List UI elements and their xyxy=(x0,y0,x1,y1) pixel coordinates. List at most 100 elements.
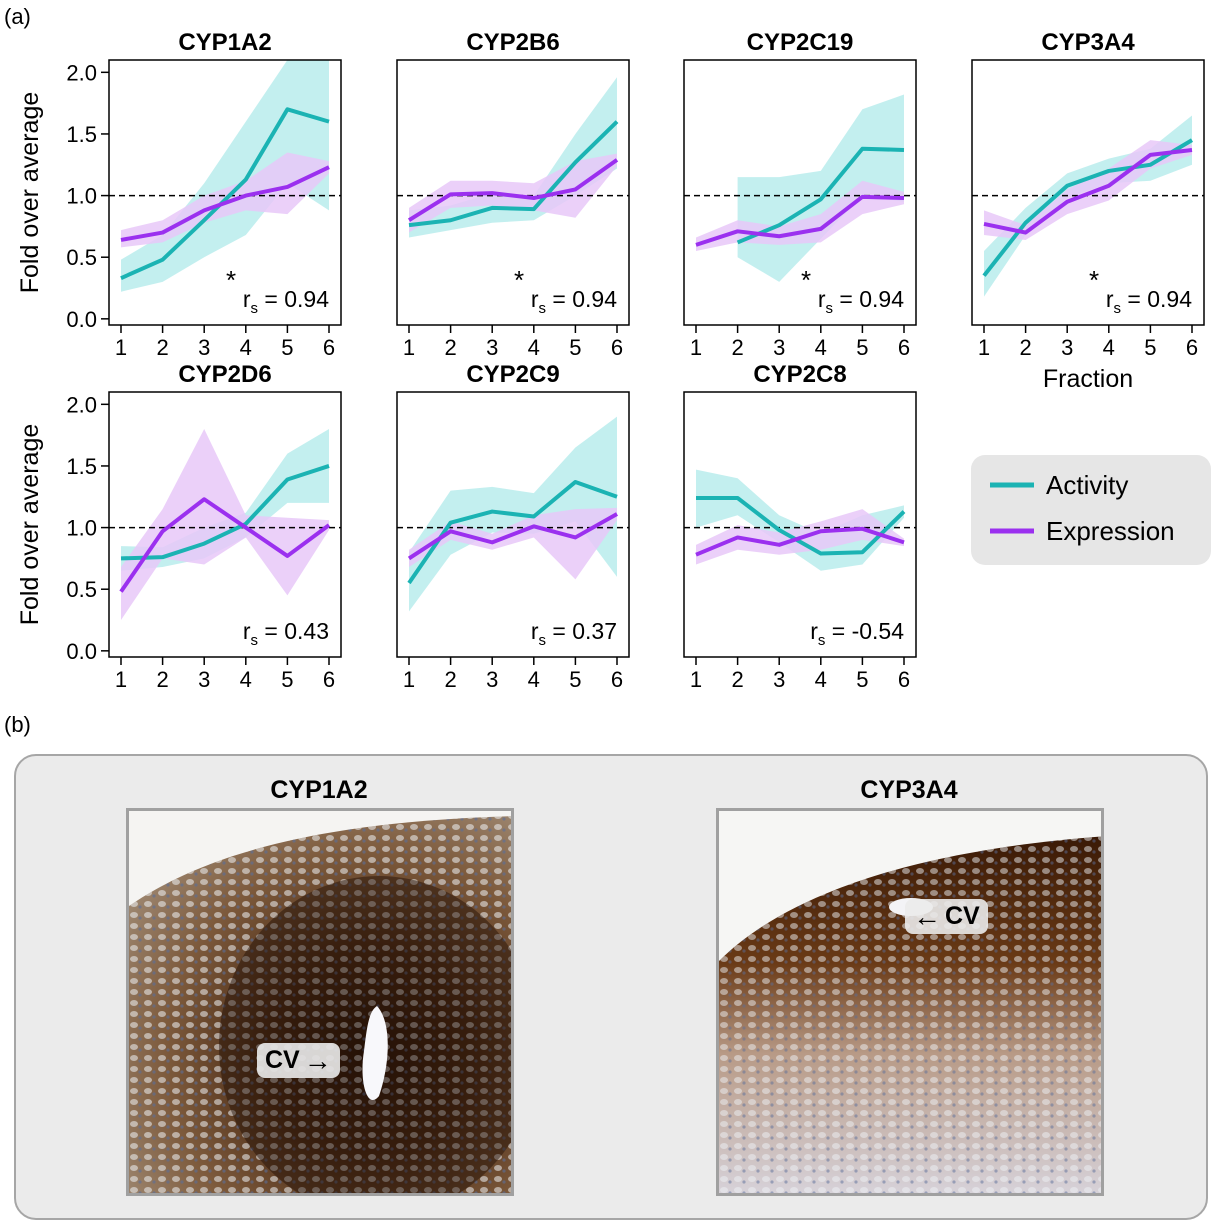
significance-star: * xyxy=(514,265,524,295)
expression-line xyxy=(983,147,1193,235)
x-tick-label: 5 xyxy=(281,667,293,692)
micrograph-left-image xyxy=(129,811,511,1193)
x-tick-label: 6 xyxy=(898,335,910,360)
left-arrow-icon: ← xyxy=(913,900,941,932)
cv-label-left: CV → xyxy=(257,1043,340,1078)
expression-line xyxy=(407,512,618,561)
x-tick-label: 5 xyxy=(856,667,868,692)
right-arrow-icon: → xyxy=(303,1044,332,1076)
y-tick-label: 0.5 xyxy=(66,577,97,602)
plot-frame xyxy=(971,59,1205,326)
micrograph-title-left: CYP1A2 xyxy=(270,776,368,804)
x-tick-label: 2 xyxy=(444,667,456,692)
plot-frame xyxy=(108,391,342,658)
legend-activity-label: Activity xyxy=(1046,470,1128,500)
x-tick-label: 3 xyxy=(198,335,210,360)
y-axis-label: Fold over average xyxy=(16,92,44,294)
legend: Activity Expression xyxy=(971,455,1211,565)
plot-frame xyxy=(683,59,917,326)
legend-expression-label: Expression xyxy=(1046,516,1175,546)
significance-star: * xyxy=(226,265,236,295)
correlation-label: rs = 0.37 xyxy=(531,618,617,649)
x-tick-label: 4 xyxy=(528,335,540,360)
x-tick-label: 4 xyxy=(815,335,827,360)
correlation-label: rs = -0.54 xyxy=(810,618,904,649)
chart-panel-cyp2b6: CYP2B6 1 2 3 4 5 6 rs = 0.94* xyxy=(396,29,630,360)
x-tick-label: 5 xyxy=(569,667,581,692)
x-tick-label: 3 xyxy=(198,667,210,692)
x-tick-label: 3 xyxy=(486,667,498,692)
chart-panel-cyp3a4: CYP3A4 1 2 3 4 5 6 Fraction rs = 0.94* xyxy=(971,29,1205,393)
x-tick-label: 4 xyxy=(240,667,252,692)
y-tick-label: 1.0 xyxy=(66,516,97,541)
y-tick-label: 0.5 xyxy=(66,245,97,270)
x-tick-label: 3 xyxy=(773,335,785,360)
x-tick-label: 2 xyxy=(731,335,743,360)
x-tick-label: 5 xyxy=(856,335,868,360)
activity-band xyxy=(696,469,904,571)
x-axis-label: Fraction xyxy=(755,697,845,700)
x-tick-label: 2 xyxy=(731,667,743,692)
correlation-label: rs = 0.94 xyxy=(243,286,329,317)
micrograph-panel: CYP1A2 CV xyxy=(14,754,1208,1220)
x-tick-label: 2 xyxy=(444,335,456,360)
chart-panel-cyp1a2: CYP1A2 1 2 3 4 5 6 0.0 0.5 1.0 1.5 2.0 Fold over ave… xyxy=(16,29,342,360)
micrograph-right-image xyxy=(719,811,1101,1193)
x-tick-label: 6 xyxy=(1186,335,1198,360)
x-tick-label: 4 xyxy=(1103,335,1115,360)
chart-title: CYP1A2 xyxy=(178,29,271,56)
x-axis-label: Fraction xyxy=(468,697,558,700)
y-tick-label: 2.0 xyxy=(66,60,97,85)
significance-star: * xyxy=(1089,265,1099,295)
x-tick-label: 5 xyxy=(1144,335,1156,360)
micrograph-left: CV → xyxy=(126,808,514,1196)
x-tick-label: 4 xyxy=(240,335,252,360)
activity-line xyxy=(408,120,619,228)
expression-line xyxy=(119,497,331,593)
x-tick-label: 6 xyxy=(611,667,623,692)
expression-line xyxy=(407,158,619,222)
y-tick-label: 0.0 xyxy=(66,639,97,664)
y-axis-label: Fold over average xyxy=(16,424,44,626)
cv-label-right: ← CV xyxy=(905,899,988,934)
plot-frame xyxy=(108,59,342,326)
activity-line xyxy=(982,138,1194,277)
x-tick-label: 2 xyxy=(1019,335,1031,360)
x-tick-label: 6 xyxy=(611,335,623,360)
x-tick-label: 3 xyxy=(486,335,498,360)
expression-line xyxy=(695,526,905,557)
cv-text-right: CV xyxy=(945,902,980,930)
y-tick-label: 0.0 xyxy=(66,307,97,332)
x-tick-label: 4 xyxy=(815,667,827,692)
x-tick-label: 6 xyxy=(323,335,335,360)
activity-line xyxy=(120,107,330,280)
chart-panel-cyp2c9: CYP2C9 1 2 3 4 5 6 Fraction rs = 0.37 xyxy=(396,361,630,700)
chart-title: CYP2C8 xyxy=(753,361,846,388)
x-tick-label: 1 xyxy=(115,667,127,692)
y-tick-label: 1.5 xyxy=(66,122,97,147)
expression-line xyxy=(120,165,330,242)
panel-b-label: (b) xyxy=(4,712,31,737)
y-tick-label: 1.5 xyxy=(66,454,97,479)
correlation-label: rs = 0.43 xyxy=(243,618,329,649)
x-tick-label: 4 xyxy=(528,667,540,692)
x-tick-label: 2 xyxy=(156,667,168,692)
y-tick-label: 1.0 xyxy=(66,184,97,209)
significance-star: * xyxy=(801,265,811,295)
micrograph-title-right: CYP3A4 xyxy=(860,776,958,804)
chart-title: CYP3A4 xyxy=(1041,29,1135,56)
correlation-label: rs = 0.94 xyxy=(1106,286,1192,317)
correlation-label: rs = 0.94 xyxy=(818,286,904,317)
x-tick-label: 6 xyxy=(898,667,910,692)
x-tick-label: 5 xyxy=(569,335,581,360)
cv-text-left: CV xyxy=(265,1046,300,1074)
chart-title: CYP2B6 xyxy=(466,29,559,56)
x-tick-label: 6 xyxy=(323,667,335,692)
panel-a-label: (a) xyxy=(4,4,31,29)
line-chart-grid: CYP1A2 1 2 3 4 5 6 0.0 0.5 1.0 1.5 2.0 Fold over ave… xyxy=(16,29,1211,700)
x-tick-label: 1 xyxy=(978,335,990,360)
micrograph-right: ← CV xyxy=(716,808,1104,1196)
x-tick-label: 1 xyxy=(403,335,415,360)
x-tick-label: 1 xyxy=(690,335,702,360)
expression-band xyxy=(409,507,617,580)
